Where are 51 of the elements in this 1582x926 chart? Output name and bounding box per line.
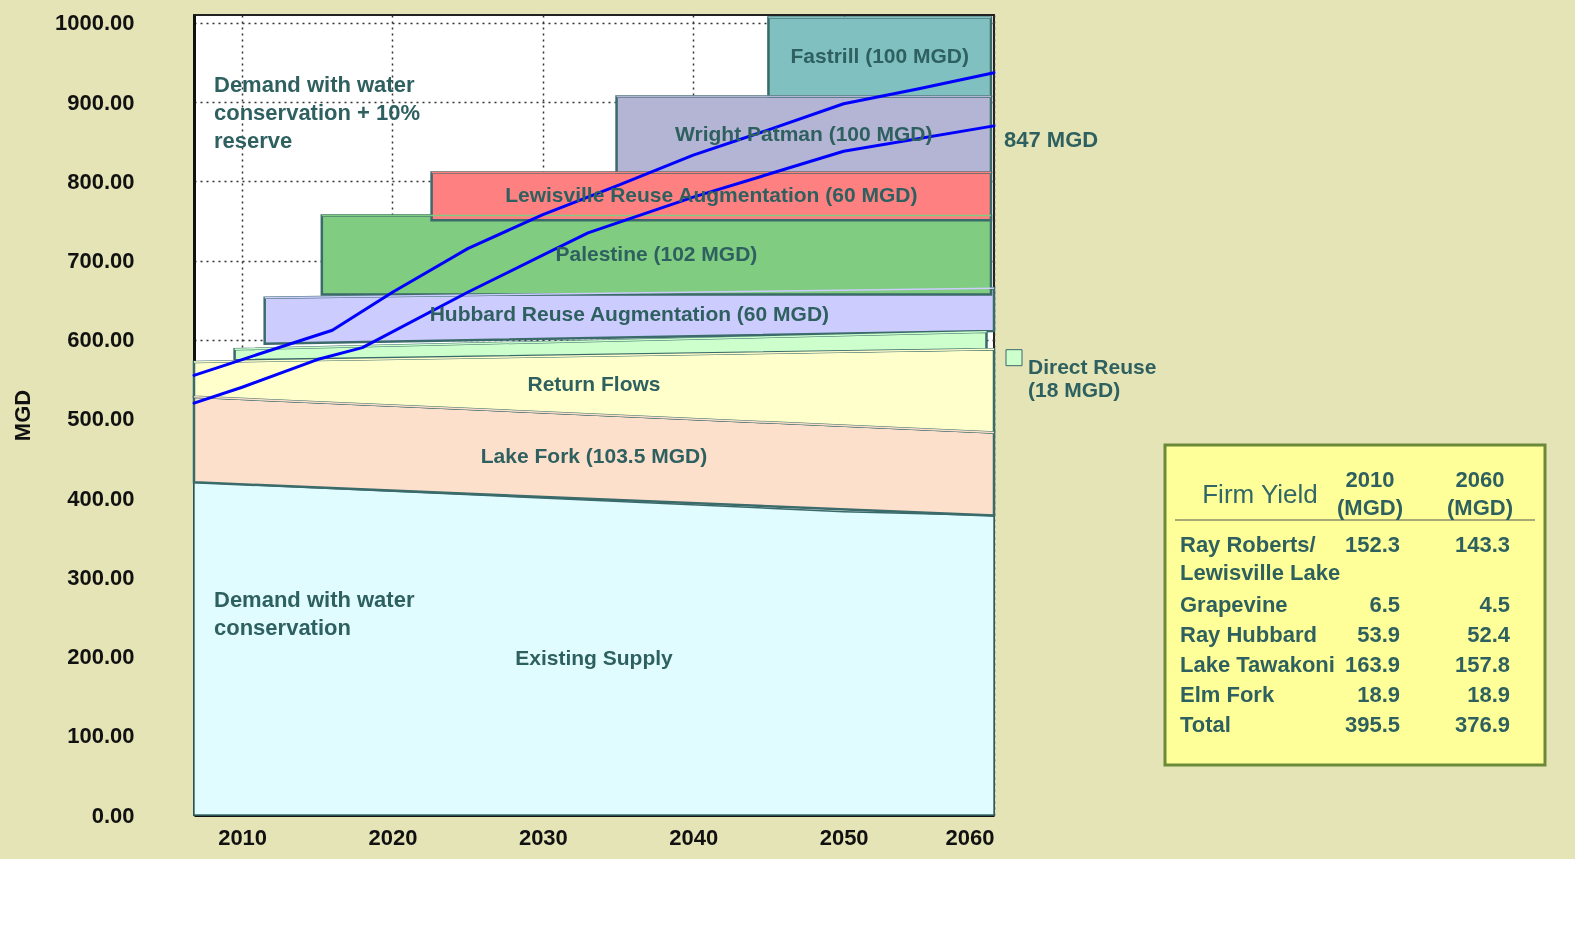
annotation: Demand with water conservation bbox=[214, 587, 415, 640]
data-label: 152.3 bbox=[1344, 532, 1400, 557]
series-label: Lake Fork (103.5 MGD) bbox=[480, 443, 708, 467]
data-label: 163.9 bbox=[1344, 652, 1400, 677]
data-label: 6.5 bbox=[1369, 592, 1400, 617]
category-label: Lake Tawakoni bbox=[1180, 652, 1335, 677]
data-label: 18.9 bbox=[1467, 682, 1510, 707]
legend-label: Direct Reuse (18 MGD) bbox=[1028, 354, 1157, 401]
series-label: 2010 (MGD) bbox=[1337, 467, 1403, 520]
y-tick-label: 1000.00 bbox=[54, 10, 135, 36]
y-tick-label: 500.00 bbox=[67, 406, 135, 432]
series-label: Palestine (102 MGD) bbox=[555, 242, 758, 265]
category-label: Grapevine bbox=[1180, 592, 1288, 617]
x-tick-label: 2060 bbox=[945, 824, 995, 850]
data-label: 53.9 bbox=[1357, 622, 1400, 647]
data-label: 18.9 bbox=[1357, 682, 1400, 707]
y-tick-label: 700.00 bbox=[67, 248, 135, 274]
data-label: 395.5 bbox=[1344, 712, 1400, 737]
data-label: 4.5 bbox=[1479, 592, 1510, 617]
y-tick-label: 100.00 bbox=[67, 723, 135, 749]
x-tick-label: 2020 bbox=[368, 824, 418, 850]
category-label: Total bbox=[1180, 712, 1231, 737]
x-tick-label: 2030 bbox=[518, 824, 568, 850]
category-label: Elm Fork bbox=[1180, 682, 1275, 707]
series-label: Fastrill (100 MGD) bbox=[790, 43, 969, 67]
y-tick-label: 800.00 bbox=[67, 168, 135, 194]
y-tick-label: 600.00 bbox=[67, 327, 135, 353]
y-tick-label: 300.00 bbox=[67, 564, 135, 590]
series-label: Existing Supply bbox=[515, 646, 674, 670]
x-tick-label: 2010 bbox=[218, 824, 268, 850]
category-label: Ray Roberts/ Lewisville Lake bbox=[1180, 532, 1341, 585]
y-tick-label: 900.00 bbox=[67, 89, 135, 115]
data-label: 376.9 bbox=[1454, 712, 1510, 737]
line-series bbox=[192, 124, 996, 405]
category-label: Ray Hubbard bbox=[1180, 622, 1317, 647]
y-tick-label: 0.00 bbox=[91, 802, 135, 828]
text: 2060 (MGD) bbox=[1447, 467, 1513, 520]
series-label: Hubbard Reuse Augmentation (60 MGD) bbox=[429, 302, 830, 326]
line-series bbox=[192, 71, 996, 377]
x-tick-label: 2050 bbox=[819, 824, 869, 850]
data-label: 157.8 bbox=[1454, 652, 1510, 677]
y-tick-label: 400.00 bbox=[67, 485, 135, 511]
y-tick-label: 200.00 bbox=[67, 644, 135, 670]
y-axis-title: MGD bbox=[9, 389, 35, 442]
text: Firm Yield bbox=[1202, 479, 1318, 509]
annotation: Demand with water conservation + 10% reserve bbox=[214, 72, 421, 153]
text: 847 MGD bbox=[1004, 127, 1099, 152]
data-label: 52.4 bbox=[1467, 622, 1511, 647]
series-label: Return Flows bbox=[527, 372, 661, 396]
data-label: 143.3 bbox=[1454, 532, 1510, 557]
x-tick-label: 2040 bbox=[669, 824, 719, 850]
